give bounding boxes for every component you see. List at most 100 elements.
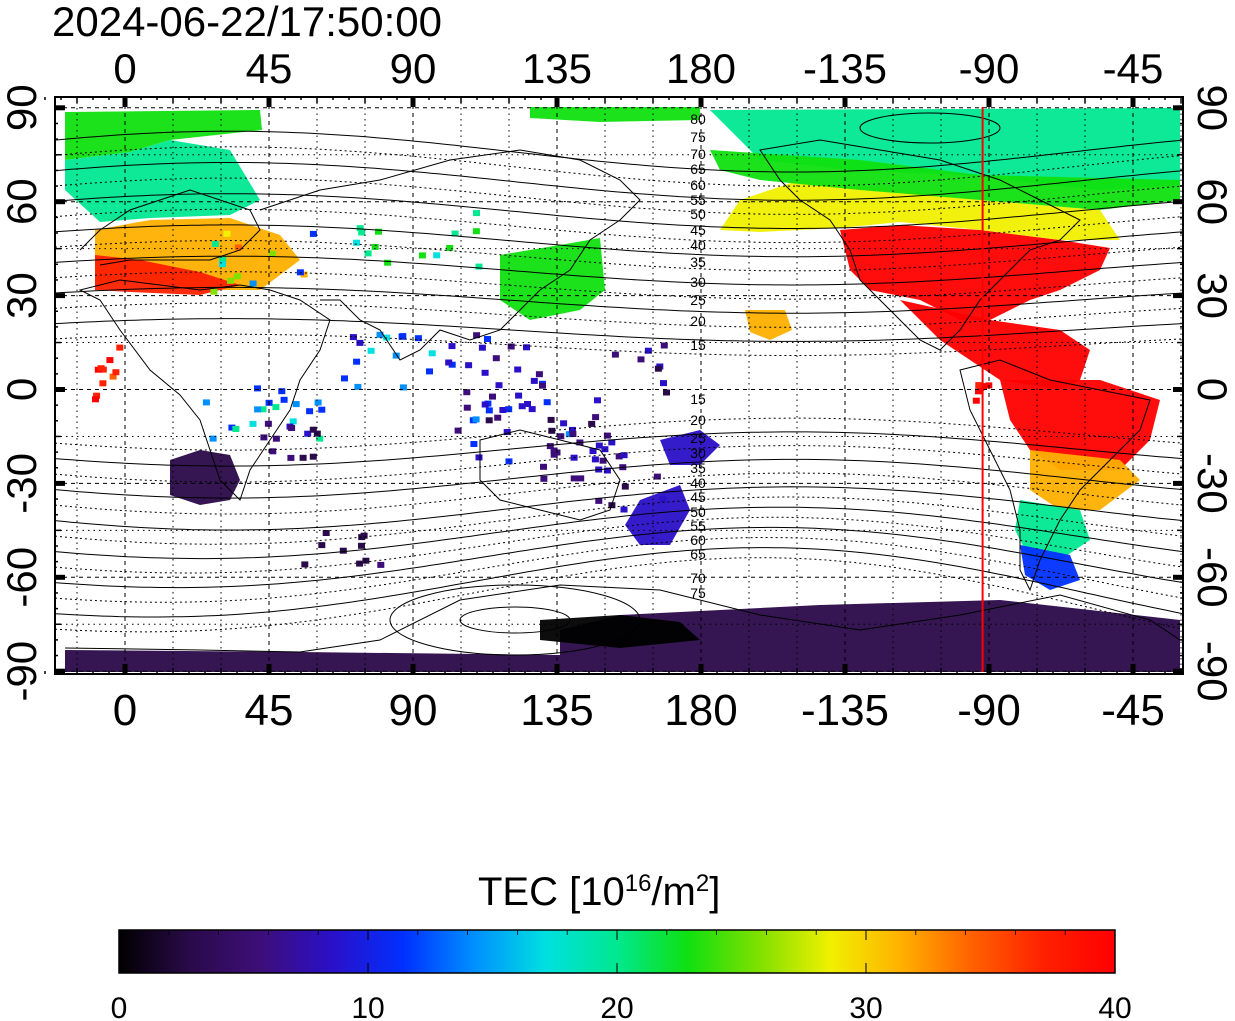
- tec-cell-maritime: [528, 406, 536, 413]
- tec-cell-central-africa: [280, 396, 288, 403]
- north-contour-label: 50: [690, 206, 706, 222]
- colorbar-tick-label: 30: [849, 992, 882, 1021]
- tec-patch-antarctic-ice: [540, 615, 700, 648]
- tec-cell-east-africa: [304, 430, 312, 437]
- coastline-antarctica: [64, 584, 1181, 653]
- magnetic-latitude-contour: [55, 302, 1183, 328]
- top-lon-tick-label: 135: [522, 45, 592, 92]
- tec-cell-central-asia: [375, 228, 382, 235]
- tec-cell-maritime: [603, 432, 611, 439]
- magnetic-latitude-contour: [55, 177, 1183, 215]
- tec-cell-pacific: [637, 356, 645, 363]
- tec-cell-southeast-asia: [535, 371, 543, 378]
- magnetic-latitude-contour: [55, 431, 1183, 467]
- timestamp-title: 2024-06-22/17:50:00: [52, 0, 442, 45]
- coastline-south-america: [959, 359, 1151, 592]
- north-contour-label: 75: [690, 129, 706, 145]
- tec-cell-southeast-asia: [530, 377, 538, 384]
- tec-cell-australia: [595, 442, 603, 449]
- colorbar-label-sup1: 16: [625, 870, 652, 897]
- right-lat-tick-label: 60: [1189, 178, 1235, 225]
- tec-cell-west-africa: [106, 357, 114, 364]
- tec-cell-india: [398, 333, 406, 340]
- north-contour-label: 80: [690, 111, 706, 127]
- tec-cell-pacific: [611, 351, 619, 358]
- south-contour-label: 25: [690, 430, 706, 446]
- magnetic-latitude-contour: [55, 506, 1183, 560]
- tec-cell-australia: [560, 420, 568, 427]
- tec-cell-australia: [599, 457, 607, 464]
- north-contour-label: 20: [690, 313, 706, 329]
- left-lat-tick-label: 0: [0, 378, 45, 401]
- tec-colorbar: TEC [1016/m2] 0 10 20 30 40: [111, 870, 1132, 1021]
- tec-cell-australia: [589, 448, 597, 455]
- north-contour-label: 25: [690, 292, 706, 308]
- tec-cell-southeast-asia: [492, 355, 500, 362]
- tec-cell-middle-east: [234, 244, 242, 251]
- tec-cell-maritime: [524, 401, 531, 407]
- tec-cell-pacific: [660, 342, 668, 349]
- south-contour-label: 45: [690, 489, 706, 505]
- magnetic-latitude-contour: [55, 224, 1183, 258]
- magnetic-latitude-contour: [55, 318, 1183, 342]
- tec-cell-southeast-asia: [539, 382, 546, 389]
- tec-cell-west-africa: [112, 369, 120, 376]
- coastline-australia: [479, 429, 621, 521]
- tec-patch-arctic-europe: [65, 110, 262, 160]
- tec-cell-central-africa: [232, 426, 240, 432]
- tec-cell-west-africa: [116, 344, 124, 351]
- tec-patch-east-asia: [500, 238, 605, 320]
- colorbar-tick-label: 0: [111, 992, 128, 1021]
- tec-cell-india: [428, 350, 436, 357]
- tec-cell-southern-ocean: [318, 542, 326, 549]
- tec-cell-west-africa: [92, 396, 99, 403]
- tec-cell-southern-ocean: [322, 530, 330, 536]
- top-lon-tick-label: 90: [390, 45, 437, 92]
- tec-cell-india: [354, 383, 362, 390]
- tec-cell-west-africa: [93, 392, 101, 399]
- tec-cell-pacific: [663, 389, 670, 396]
- magnetic-latitude-contour: [55, 162, 1183, 201]
- south-contour-label: 30: [690, 445, 706, 461]
- magnetic-latitude-contour: [55, 537, 1183, 603]
- tec-cell-southeast-asia: [518, 403, 526, 410]
- tec-cell-central-africa: [278, 388, 286, 395]
- tec-cell-galapagos: [975, 388, 982, 395]
- bottom-lon-tick-label: -135: [801, 686, 889, 735]
- tec-cell-southern-ocean: [358, 542, 365, 549]
- south-contour-label: 15: [690, 391, 706, 407]
- south-contour-label: 70: [690, 570, 706, 586]
- south-contour-label: 20: [690, 412, 706, 428]
- magnetic-latitude-contour: [55, 286, 1183, 314]
- tec-cell-australia: [540, 463, 547, 470]
- tec-cell-central-africa: [209, 435, 217, 442]
- south-contour-label: 40: [690, 475, 706, 491]
- tec-cell-southeast-asia: [448, 343, 456, 350]
- magnetic-latitude-contour: [55, 333, 1183, 356]
- tec-cell-southeast-asia: [514, 366, 522, 373]
- tec-cell-middle-east: [300, 271, 308, 278]
- bottom-lon-tick-label: 90: [389, 686, 438, 735]
- tec-cell-central-africa: [306, 408, 314, 415]
- tec-cell-australia: [608, 439, 616, 446]
- tec-cell-southeast-asia: [473, 332, 481, 339]
- tec-cell-india: [349, 334, 357, 341]
- tec-cell-central-asia: [384, 259, 392, 266]
- tec-cell-australia: [615, 453, 623, 460]
- tec-cell-east-africa: [272, 435, 280, 442]
- tec-cell-southern-ocean: [360, 532, 368, 539]
- north-contour-label: 55: [690, 192, 706, 208]
- colorbar-tick-label: 20: [600, 992, 633, 1021]
- tec-cell-central-africa: [289, 418, 297, 425]
- tec-cell-australia: [557, 433, 565, 440]
- tec-patch-central-america: [900, 300, 1090, 390]
- tec-cell-southeast-asia: [465, 362, 473, 369]
- tec-cell-central-asia: [451, 230, 459, 237]
- coastline-europe: [79, 189, 261, 266]
- top-lon-tick-label: -45: [1103, 45, 1164, 92]
- tec-cell-central-asia: [371, 243, 379, 250]
- tec-cell-southeast-asia: [445, 359, 453, 366]
- tec-cell-central-asia: [364, 250, 372, 257]
- left-lat-tick-label: 90: [0, 84, 45, 131]
- tec-cell-central-africa: [228, 424, 236, 431]
